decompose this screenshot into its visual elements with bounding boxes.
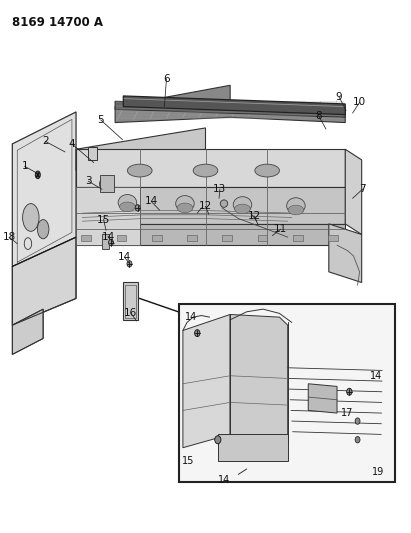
Polygon shape <box>115 85 345 123</box>
Ellipse shape <box>37 220 49 239</box>
Polygon shape <box>183 314 230 448</box>
Ellipse shape <box>175 196 194 212</box>
Ellipse shape <box>347 388 352 395</box>
Bar <box>187 235 197 241</box>
Text: 19: 19 <box>372 467 384 477</box>
Bar <box>100 175 114 192</box>
Ellipse shape <box>23 204 39 231</box>
Text: 8169 14700 A: 8169 14700 A <box>12 16 103 29</box>
Ellipse shape <box>118 195 136 211</box>
Polygon shape <box>329 224 362 282</box>
Bar <box>102 234 109 249</box>
Ellipse shape <box>215 436 221 443</box>
Bar <box>293 235 302 241</box>
Text: 17: 17 <box>341 408 353 418</box>
Polygon shape <box>76 187 345 224</box>
Polygon shape <box>76 149 345 187</box>
Ellipse shape <box>120 202 135 212</box>
Text: 2: 2 <box>42 136 48 146</box>
Bar <box>81 235 91 241</box>
Ellipse shape <box>135 205 140 211</box>
Text: 3: 3 <box>85 176 92 186</box>
Text: 4: 4 <box>69 139 75 149</box>
Text: 9: 9 <box>336 92 342 102</box>
Bar <box>258 235 268 241</box>
Text: 12: 12 <box>247 211 261 221</box>
Polygon shape <box>345 149 362 235</box>
Ellipse shape <box>109 239 113 246</box>
Ellipse shape <box>286 198 305 214</box>
Text: 15: 15 <box>182 456 194 466</box>
Polygon shape <box>123 96 345 115</box>
Text: 8: 8 <box>315 111 322 120</box>
Text: 11: 11 <box>274 224 287 234</box>
Ellipse shape <box>100 176 114 191</box>
Text: 5: 5 <box>97 115 104 125</box>
Polygon shape <box>218 434 288 461</box>
Bar <box>152 235 162 241</box>
Text: 14: 14 <box>370 371 382 381</box>
Text: 14: 14 <box>118 253 131 262</box>
Ellipse shape <box>127 261 132 267</box>
Bar <box>222 235 232 241</box>
Bar <box>328 235 338 241</box>
Ellipse shape <box>177 203 193 213</box>
Bar <box>125 285 136 318</box>
Text: 12: 12 <box>199 201 212 211</box>
Text: 14: 14 <box>185 312 197 322</box>
Polygon shape <box>12 112 76 266</box>
Polygon shape <box>12 309 43 354</box>
Polygon shape <box>115 101 345 117</box>
Text: 14: 14 <box>145 197 158 206</box>
Ellipse shape <box>193 164 218 177</box>
Text: 15: 15 <box>97 215 110 224</box>
Ellipse shape <box>127 164 152 177</box>
Bar <box>179 304 395 482</box>
Text: 10: 10 <box>353 98 366 107</box>
Polygon shape <box>76 128 206 171</box>
Ellipse shape <box>235 204 250 214</box>
Ellipse shape <box>220 200 228 207</box>
Bar <box>117 235 127 241</box>
Bar <box>123 282 138 320</box>
Bar <box>88 147 97 160</box>
Text: 14: 14 <box>218 475 230 484</box>
Text: 14: 14 <box>102 232 115 241</box>
Ellipse shape <box>355 437 360 443</box>
Polygon shape <box>230 314 288 442</box>
Polygon shape <box>12 237 76 325</box>
Ellipse shape <box>35 171 40 179</box>
Text: 7: 7 <box>359 184 366 194</box>
Ellipse shape <box>255 164 279 177</box>
Ellipse shape <box>233 197 252 213</box>
Text: 13: 13 <box>213 184 226 194</box>
Ellipse shape <box>288 205 304 215</box>
Ellipse shape <box>355 418 360 424</box>
Text: 6: 6 <box>163 74 170 84</box>
Text: 1: 1 <box>21 161 28 171</box>
Polygon shape <box>76 224 345 245</box>
Polygon shape <box>308 384 337 413</box>
Text: 16: 16 <box>124 308 137 318</box>
Text: 18: 18 <box>2 232 16 242</box>
Polygon shape <box>76 187 140 245</box>
Ellipse shape <box>195 329 200 337</box>
